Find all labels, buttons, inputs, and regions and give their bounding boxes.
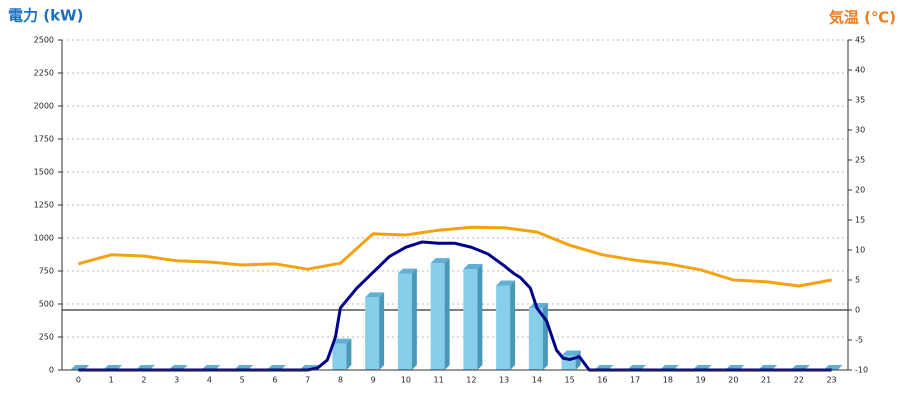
bar-face — [528, 307, 543, 370]
y-tick-label: 1000 — [34, 234, 54, 243]
y2-tick-label: 5 — [855, 276, 860, 285]
x-tick-label: 15 — [565, 376, 575, 385]
x-tick-label: 12 — [466, 376, 476, 385]
y-tick-label: 1500 — [34, 168, 54, 177]
y-tick-label: 2500 — [34, 36, 54, 45]
x-tick-label: 11 — [434, 376, 444, 385]
bar — [496, 280, 516, 370]
y-tick-label: 750 — [39, 267, 54, 276]
bar-face — [397, 268, 417, 274]
bar-face — [397, 273, 412, 370]
x-tick-label: 19 — [696, 376, 706, 385]
bar-face — [332, 338, 352, 344]
x-tick-label: 23 — [827, 376, 837, 385]
bar-face — [463, 269, 478, 370]
bar — [365, 292, 385, 370]
x-tick-label: 21 — [761, 376, 771, 385]
bar — [528, 302, 548, 370]
bar-face — [528, 302, 548, 308]
x-tick-label: 20 — [728, 376, 738, 385]
bar-face — [463, 264, 483, 270]
y-tick-label: 2000 — [34, 102, 54, 111]
bar — [463, 264, 483, 370]
x-tick-label: 6 — [272, 376, 277, 385]
x-tick-label: 16 — [597, 376, 607, 385]
bar-face — [510, 280, 516, 370]
x-tick-label: 17 — [630, 376, 640, 385]
y2-tick-label: 20 — [855, 186, 865, 195]
x-tick-label: 4 — [207, 376, 212, 385]
bar-face — [411, 268, 417, 370]
bar-face — [561, 350, 581, 356]
line — [78, 240, 832, 372]
left-axis-title: 電力 (kW) — [8, 7, 83, 25]
bar-face — [365, 297, 380, 370]
bar-face — [346, 338, 352, 370]
x-tick-label: 2 — [141, 376, 146, 385]
bar-face — [496, 280, 516, 286]
bar-face — [444, 258, 450, 370]
x-tick-label: 7 — [305, 376, 310, 385]
x-tick-label: 5 — [240, 376, 245, 385]
bar-face — [332, 343, 347, 370]
x-tick-label: 0 — [76, 376, 81, 385]
y2-tick-label: 0 — [855, 306, 860, 315]
bar-face — [430, 263, 445, 370]
y2-tick-label: 40 — [855, 66, 865, 75]
y2-tick-label: 15 — [855, 216, 865, 225]
bar-face — [365, 292, 385, 298]
x-tick-label: 18 — [663, 376, 673, 385]
right-axis-title: 気温 (℃) — [829, 9, 896, 27]
y-tick-label: 1250 — [34, 201, 54, 210]
y2-tick-label: 10 — [855, 246, 865, 255]
x-tick-label: 14 — [532, 376, 542, 385]
bar-face — [496, 285, 511, 370]
bar-face — [379, 292, 385, 370]
y2-tick-label: -10 — [855, 366, 868, 375]
y2-tick-label: 30 — [855, 126, 865, 135]
bar — [332, 338, 352, 370]
x-tick-label: 9 — [371, 376, 376, 385]
bar — [430, 258, 450, 370]
y-tick-label: 0 — [49, 366, 54, 375]
y-tick-label: 2250 — [34, 69, 54, 78]
y2-tick-label: -5 — [855, 336, 863, 345]
x-tick-label: 13 — [499, 376, 509, 385]
y-tick-label: 1750 — [34, 135, 54, 144]
y2-tick-label: 25 — [855, 156, 865, 165]
x-tick-label: 10 — [401, 376, 411, 385]
y-tick-label: 250 — [39, 333, 54, 342]
x-tick-label: 3 — [174, 376, 179, 385]
x-tick-label: 22 — [794, 376, 804, 385]
y2-tick-label: 45 — [855, 36, 865, 45]
y-tick-label: 500 — [39, 300, 54, 309]
line — [77, 225, 832, 288]
x-tick-label: 8 — [338, 376, 343, 385]
y2-tick-label: 35 — [855, 96, 865, 105]
bar-face — [542, 302, 548, 370]
x-tick-label: 1 — [109, 376, 114, 385]
bar-face — [430, 258, 450, 264]
bar-face — [477, 264, 483, 370]
bar — [397, 268, 417, 370]
